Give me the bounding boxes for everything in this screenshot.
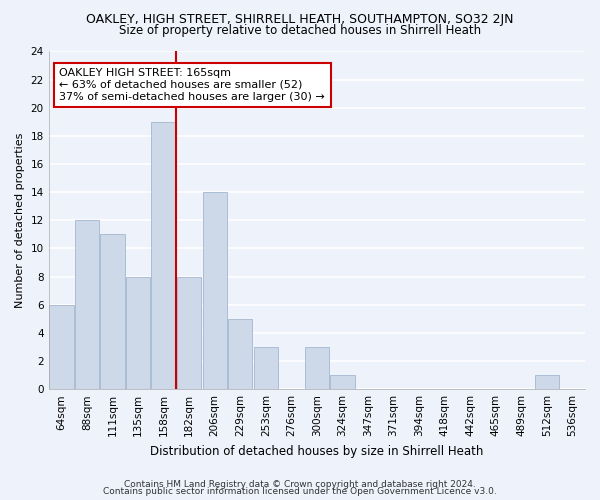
Text: Size of property relative to detached houses in Shirrell Heath: Size of property relative to detached ho… xyxy=(119,24,481,37)
Bar xyxy=(535,375,559,389)
Text: OAKLEY, HIGH STREET, SHIRRELL HEATH, SOUTHAMPTON, SO32 2JN: OAKLEY, HIGH STREET, SHIRRELL HEATH, SOU… xyxy=(86,12,514,26)
Bar xyxy=(177,276,201,389)
Y-axis label: Number of detached properties: Number of detached properties xyxy=(15,132,25,308)
Text: Contains HM Land Registry data © Crown copyright and database right 2024.: Contains HM Land Registry data © Crown c… xyxy=(124,480,476,489)
Bar xyxy=(100,234,125,389)
X-axis label: Distribution of detached houses by size in Shirrell Heath: Distribution of detached houses by size … xyxy=(150,444,484,458)
Bar xyxy=(126,276,150,389)
Bar xyxy=(254,347,278,389)
Text: OAKLEY HIGH STREET: 165sqm
← 63% of detached houses are smaller (52)
37% of semi: OAKLEY HIGH STREET: 165sqm ← 63% of deta… xyxy=(59,68,325,102)
Bar xyxy=(49,305,74,389)
Text: Contains public sector information licensed under the Open Government Licence v3: Contains public sector information licen… xyxy=(103,487,497,496)
Bar xyxy=(203,192,227,389)
Bar xyxy=(330,375,355,389)
Bar xyxy=(305,347,329,389)
Bar xyxy=(228,319,253,389)
Bar xyxy=(151,122,176,389)
Bar xyxy=(75,220,99,389)
